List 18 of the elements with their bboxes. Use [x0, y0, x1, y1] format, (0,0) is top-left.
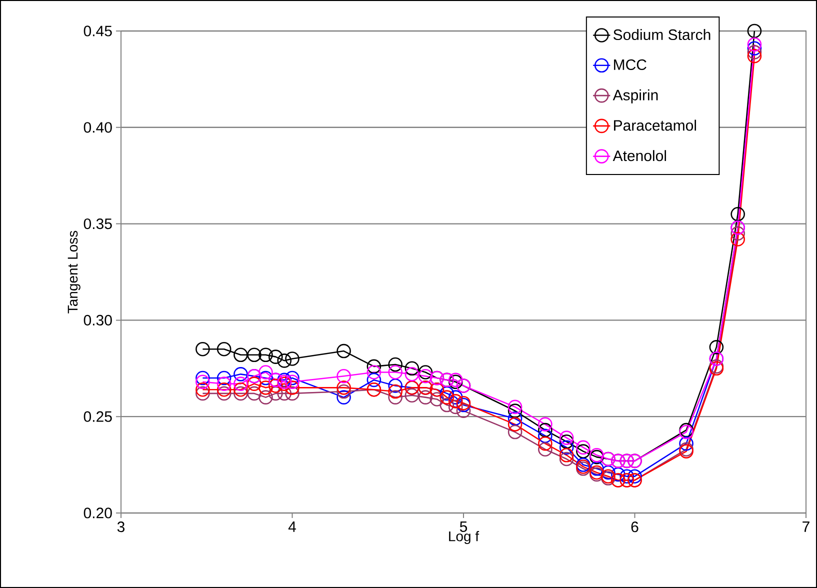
y-tick-label: 0.45: [84, 26, 112, 36]
legend-label: Paracetamol: [614, 120, 696, 131]
legend-label: Atenolol: [612, 150, 666, 162]
y-tick-label: 0.40: [84, 122, 112, 133]
y-tick-label: 0.35: [84, 218, 112, 230]
legend-label: MCC: [614, 59, 646, 70]
legend-label: Sodium Starch: [613, 29, 710, 40]
x-tick-label: 5: [460, 522, 468, 532]
y-tick-label: 0.30: [84, 314, 112, 326]
x-tick-label: 3: [117, 522, 125, 532]
x-axis-title: Log f: [449, 531, 480, 544]
x-tick-label: 6: [631, 522, 638, 532]
y-tick-label: 0.20: [84, 508, 112, 518]
x-tick-label: 4: [288, 522, 296, 532]
y-axis-title: Tangent Loss: [68, 230, 80, 314]
y-tick-label: 0.25: [84, 411, 112, 422]
legend-label: Aspirin: [612, 89, 658, 104]
x-tick-label: 7: [802, 522, 810, 532]
